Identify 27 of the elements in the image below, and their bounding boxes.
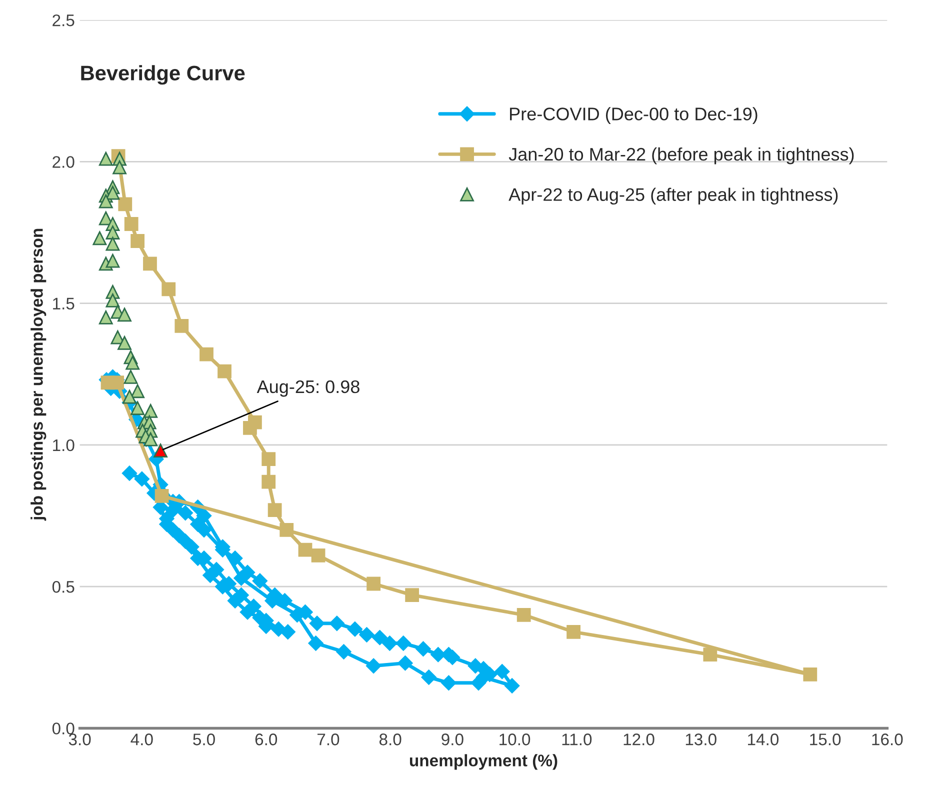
x-axis-title: unemployment (%) <box>410 754 558 770</box>
x-tick-label: 10.0 <box>500 734 530 746</box>
y-tick-label: 1.5 <box>53 298 74 310</box>
annotation: Aug-25: 0.98 <box>256 380 360 397</box>
x-tick-label: 4.0 <box>130 734 153 746</box>
x-tick-label: 12.0 <box>624 734 654 746</box>
y-tick-label: 2.5 <box>52 14 74 26</box>
x-tick-label: 13.0 <box>686 734 716 746</box>
x-tick-label: 11.0 <box>562 734 592 746</box>
legend-label: Jan-20 to Mar-22 (before peak in tightness) <box>508 147 854 164</box>
legend-label: Pre-COVID (Dec-00 to Dec-19) <box>510 107 758 124</box>
y-tick-label: 2.0 <box>52 156 74 168</box>
x-tick-label: 7.0 <box>317 734 340 746</box>
y-axis-title: job postings per unemployed person <box>30 228 46 521</box>
x-tick-label: 9.0 <box>442 734 464 746</box>
x-tick-label: 14.0 <box>748 734 779 746</box>
y-tick-label: 1.0 <box>53 439 74 452</box>
x-tick-label: 15.0 <box>810 734 841 746</box>
x-tick-label: 3.0 <box>68 734 91 746</box>
y-tick-label: 0.0 <box>52 722 74 734</box>
x-tick-label: 6.0 <box>255 734 278 746</box>
x-tick-label: 8.0 <box>379 734 402 746</box>
y-tick-label: 0.5 <box>52 580 74 593</box>
x-tick-label: 16.0 <box>872 734 903 746</box>
legend-label: Apr-22 to Aug-25 (after peak in tightness) <box>508 188 838 205</box>
x-tick-label: 5.0 <box>193 734 215 746</box>
text: Beveridge Curve <box>81 65 245 85</box>
